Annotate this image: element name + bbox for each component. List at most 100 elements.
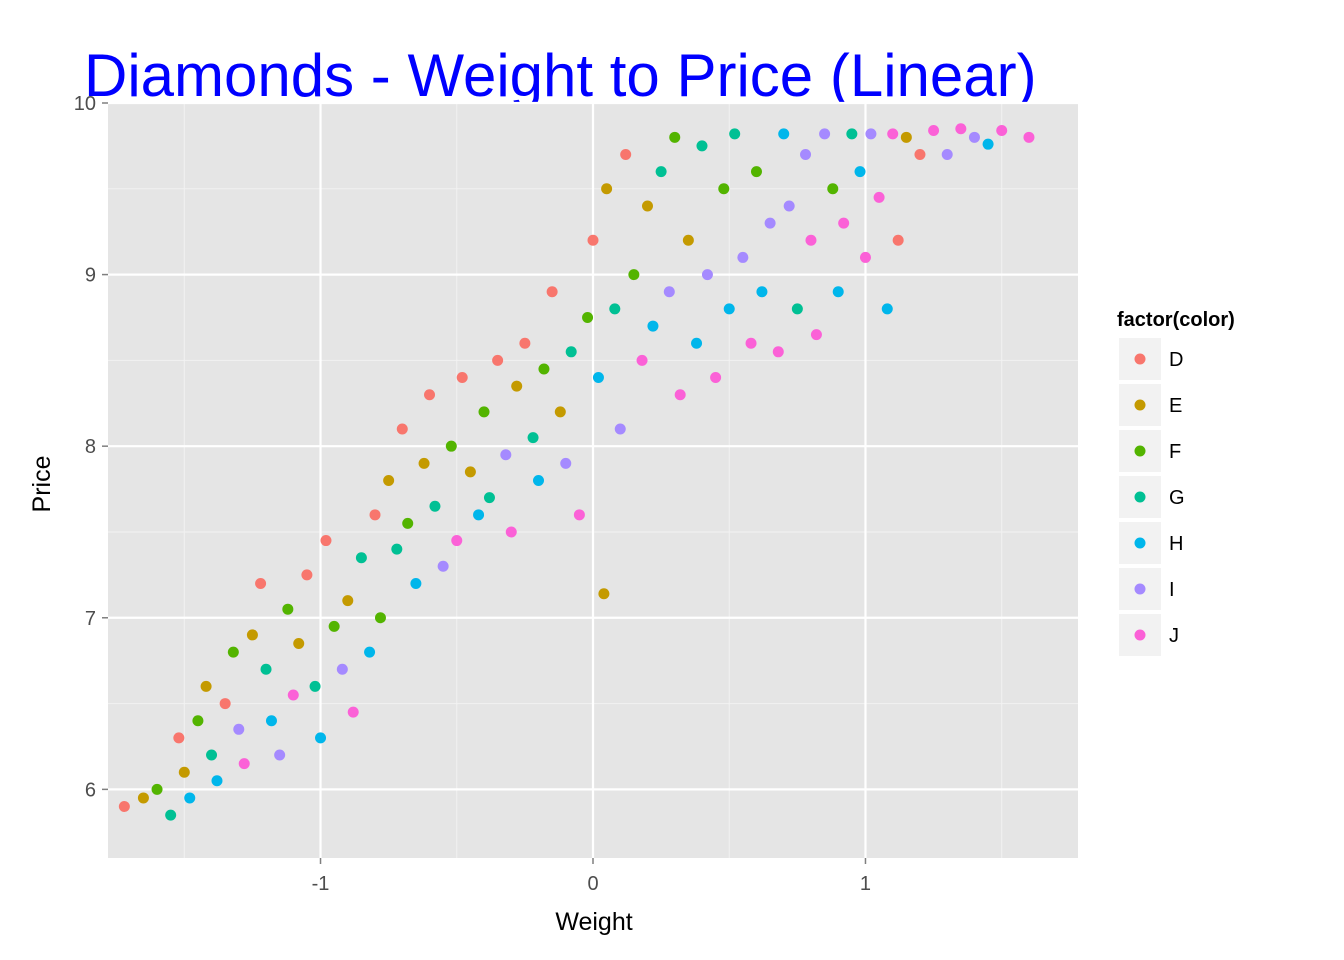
data-point — [505, 526, 517, 538]
data-point — [396, 423, 408, 435]
data-point — [846, 128, 858, 140]
data-point — [391, 543, 403, 555]
data-point — [424, 389, 436, 401]
data-point — [219, 698, 231, 710]
data-point — [881, 303, 893, 315]
data-point — [887, 128, 899, 140]
data-point — [492, 354, 504, 366]
data-point — [418, 457, 430, 469]
data-point — [238, 758, 250, 770]
data-point — [718, 183, 730, 195]
data-point — [206, 749, 218, 761]
legend-title: factor(color) — [1117, 309, 1235, 331]
data-point — [764, 217, 776, 229]
data-point — [173, 732, 185, 744]
data-point — [287, 689, 299, 701]
data-point — [410, 577, 422, 589]
data-point — [968, 131, 980, 143]
data-point — [445, 440, 457, 452]
data-point — [582, 311, 594, 323]
data-point — [374, 612, 386, 624]
data-point — [592, 372, 604, 384]
data-point — [827, 183, 839, 195]
data-point — [996, 124, 1008, 136]
x-axis-title: Weight — [555, 908, 632, 936]
data-point — [383, 475, 395, 486]
data-point — [838, 217, 850, 229]
data-point — [778, 128, 790, 140]
data-point — [1023, 131, 1035, 143]
data-point — [369, 509, 381, 521]
data-point — [772, 346, 784, 358]
data-point — [723, 303, 735, 315]
x-axis-ticks: -1 0 1 — [312, 858, 871, 895]
data-point — [914, 148, 926, 160]
data-point — [546, 286, 558, 298]
data-point — [614, 423, 626, 435]
data-point — [682, 234, 694, 246]
data-point — [274, 749, 286, 761]
data-point — [982, 138, 994, 150]
data-point — [265, 715, 277, 727]
data-point — [701, 269, 713, 281]
data-point — [527, 432, 539, 444]
data-point — [538, 363, 550, 375]
data-point — [211, 775, 223, 787]
data-point — [118, 801, 130, 813]
data-point — [647, 320, 659, 332]
data-point — [560, 457, 572, 469]
data-point — [573, 509, 585, 521]
data-point — [233, 723, 245, 735]
y-tick-label: 7 — [85, 608, 96, 630]
chart-title: Diamonds - Weight to Price (Linear) — [84, 42, 1037, 109]
data-point — [227, 646, 239, 658]
legend-swatch — [1134, 537, 1146, 549]
data-point — [601, 183, 613, 195]
data-point — [456, 372, 468, 384]
data-point — [854, 166, 866, 178]
data-point — [873, 191, 885, 203]
data-point — [819, 128, 831, 140]
legend-swatch — [1134, 445, 1146, 457]
data-point — [184, 792, 196, 804]
data-point — [200, 680, 212, 692]
legend-swatch — [1134, 583, 1146, 595]
data-point — [737, 251, 749, 263]
x-tick-label: -1 — [312, 873, 330, 895]
legend-label: I — [1169, 579, 1175, 601]
data-point — [511, 380, 523, 392]
data-point — [783, 200, 795, 212]
data-point — [301, 569, 313, 581]
x-tick-label: 1 — [860, 873, 871, 895]
legend-label: E — [1169, 395, 1182, 417]
data-point — [342, 595, 354, 607]
data-point — [178, 766, 190, 778]
data-point — [620, 148, 632, 160]
legend-label: G — [1169, 487, 1185, 509]
data-point — [478, 406, 490, 418]
data-point — [791, 303, 803, 315]
legend-swatch — [1134, 399, 1146, 411]
data-point — [832, 286, 844, 298]
data-point — [810, 329, 822, 341]
data-point — [437, 560, 449, 572]
data-point — [674, 389, 686, 401]
legend-label: J — [1169, 625, 1179, 647]
legend-label: H — [1169, 533, 1183, 555]
data-points — [118, 123, 1035, 821]
data-point — [402, 517, 414, 529]
data-point — [636, 354, 648, 366]
y-tick-label: 10 — [74, 93, 96, 115]
data-point — [165, 809, 177, 821]
data-point — [598, 588, 610, 600]
data-point — [955, 123, 967, 135]
data-point — [554, 406, 566, 418]
data-point — [641, 200, 653, 212]
legend-label: D — [1169, 349, 1183, 371]
data-point — [282, 603, 294, 615]
data-point — [710, 372, 722, 384]
data-point — [565, 346, 577, 358]
data-point — [628, 269, 640, 281]
data-point — [900, 131, 912, 143]
